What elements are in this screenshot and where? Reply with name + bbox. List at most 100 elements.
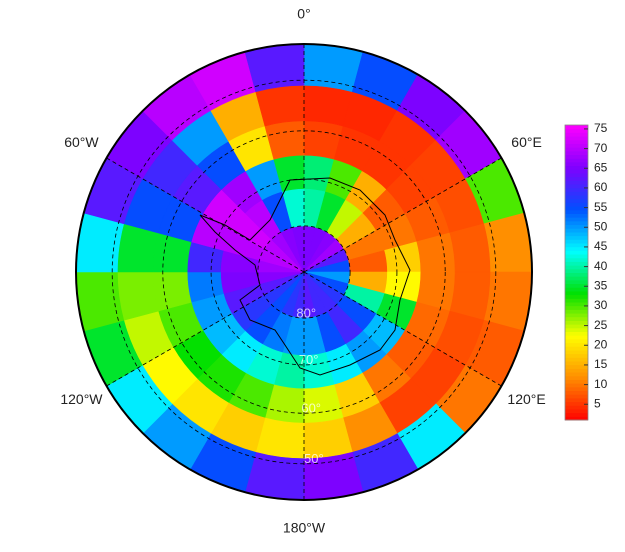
colorbar-step (565, 283, 588, 288)
colorbar-step (565, 132, 588, 137)
colorbar-step (565, 224, 588, 229)
colorbar-step (565, 158, 588, 163)
colorbar-step (565, 383, 588, 388)
colorbar-step (565, 220, 588, 226)
colorbar-step (565, 294, 588, 299)
colorbar-label: 60 (594, 180, 608, 194)
colorbar-label: 40 (594, 259, 608, 273)
lon-label: 120°E (507, 391, 545, 407)
colorbar-step (565, 324, 588, 329)
graticule: 80° 70° 60° 50° (106, 44, 502, 500)
colorbar-step (565, 254, 588, 259)
colorbar-step (565, 243, 588, 248)
lon-label: 60°E (511, 134, 542, 150)
colorbar-label: 45 (594, 239, 608, 253)
colorbar-step (565, 405, 588, 410)
colorbar-step (565, 139, 588, 144)
grid-cell (449, 223, 491, 273)
colorbar-step (565, 136, 588, 141)
colorbar-label: 20 (594, 337, 608, 351)
colorbar-step (565, 125, 588, 130)
colorbar-step (565, 169, 588, 174)
colorbar-step (565, 209, 588, 214)
colorbar-step (565, 331, 588, 336)
colorbar-step (565, 408, 588, 414)
colorbar-step (565, 143, 588, 148)
colorbar-label: 25 (594, 318, 608, 332)
colorbar-step (565, 412, 588, 417)
colorbar-step (565, 279, 588, 285)
colorbar-step (565, 150, 588, 155)
colorbar-step (565, 261, 588, 266)
colorbar-step (565, 276, 588, 281)
colorbar-step (565, 305, 588, 310)
colorbar-label: 10 (594, 377, 608, 391)
colorbar-step (565, 161, 588, 167)
colorbar-label: 30 (594, 298, 608, 312)
colorbar-step (565, 346, 588, 351)
colorbar-frame (564, 124, 589, 421)
colorbar-step (565, 272, 588, 277)
colorbar-step (565, 338, 588, 344)
colorbar-step (565, 198, 588, 203)
parallel (257, 225, 351, 319)
lon-label: 0° (297, 6, 310, 22)
colorbar-step (565, 235, 588, 240)
heatmap (76, 44, 532, 500)
grid-cell (255, 85, 305, 127)
colorbar-step (565, 287, 588, 292)
colorbar-step (565, 213, 588, 218)
lat-label: 80° (296, 305, 316, 320)
colorbar-step (565, 361, 588, 366)
colorbar-label: 75 (594, 121, 608, 135)
colorbar-label: 70 (594, 141, 608, 155)
colorbar-step (565, 335, 588, 340)
colorbar: 5 10 15 20 25 30 35 40 45 50 55 60 65 70 75 (564, 121, 608, 421)
lon-label: 180°W (283, 520, 326, 536)
colorbar-step (565, 250, 588, 255)
colorbar-label: 50 (594, 219, 608, 233)
colorbar-label: 35 (594, 278, 608, 292)
map-border (75, 43, 533, 501)
colorbar-step (565, 357, 588, 362)
colorbar-step (565, 372, 588, 377)
colorbar-step (565, 320, 588, 325)
colorbar-step (565, 206, 588, 211)
colorbar-label: 15 (594, 357, 608, 371)
colorbar-step (565, 246, 588, 251)
colorbar-step (565, 309, 588, 314)
colorbar-step (565, 342, 588, 347)
lat-label: 70° (299, 352, 319, 367)
colorbar-step (565, 327, 588, 332)
colorbar-step (565, 147, 588, 152)
colorbar-step (565, 202, 588, 207)
colorbar-step (565, 195, 588, 200)
meridian (303, 271, 502, 387)
colorbar-label: 5 (594, 396, 601, 410)
colorbar-label: 55 (594, 200, 608, 214)
colorbar-step (565, 397, 588, 403)
colorbar-step (565, 390, 588, 395)
colorbar-step (565, 313, 588, 318)
colorbar-step (565, 165, 588, 170)
colorbar-step (565, 375, 588, 380)
colorbar-step (565, 265, 588, 270)
meridian (106, 157, 305, 273)
colorbar-step (565, 316, 588, 321)
colorbar-step (565, 401, 588, 406)
colorbar-step (565, 353, 588, 358)
meridian (106, 271, 305, 387)
colorbar-step (565, 228, 588, 233)
colorbar-step (565, 180, 588, 185)
colorbar-step (565, 298, 588, 303)
coastline (199, 177, 411, 376)
colorbar-step (565, 239, 588, 244)
colorbar-step (565, 379, 588, 384)
colorbar-step (565, 349, 588, 355)
colorbar-step (565, 290, 588, 296)
lat-label: 60° (301, 400, 321, 415)
colorbar-step (565, 172, 588, 178)
grid-cell (117, 271, 159, 321)
colorbar-step (565, 364, 588, 369)
